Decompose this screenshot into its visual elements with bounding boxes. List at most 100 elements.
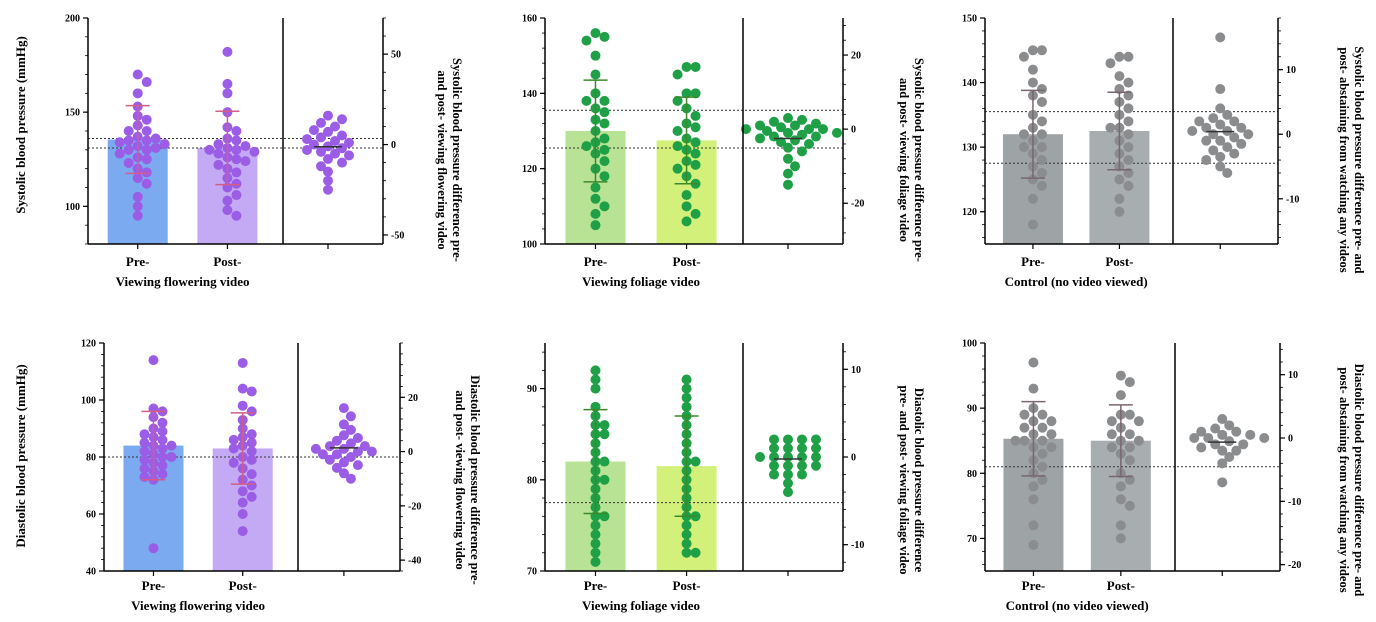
data-point-post: [681, 392, 692, 403]
difference-point: [316, 132, 326, 143]
difference-point: [1215, 135, 1226, 146]
y2-axis-title-line: Systolic blood pressure difference pre-: [450, 58, 464, 262]
data-point-pre: [1036, 116, 1047, 127]
category-label: Pre-: [142, 578, 166, 593]
difference-point: [330, 135, 340, 146]
data-point-post: [237, 400, 248, 411]
data-point-post: [690, 110, 701, 121]
difference-point: [338, 403, 349, 414]
difference-point: [790, 161, 800, 172]
data-point-pre: [1036, 142, 1047, 153]
difference-point: [755, 452, 765, 462]
difference-point: [755, 133, 765, 144]
difference-point: [769, 116, 779, 127]
data-point-pre: [157, 460, 168, 471]
difference-point: [811, 131, 821, 142]
data-point-post: [249, 146, 260, 157]
data-point-pre: [1028, 494, 1039, 505]
data-point-pre: [1036, 155, 1047, 166]
data-point-pre: [590, 556, 601, 567]
data-point-pre: [141, 144, 152, 155]
data-point-pre: [123, 135, 134, 146]
y-tick-label: 100: [81, 396, 96, 407]
difference-point: [323, 175, 333, 186]
data-point-post: [222, 205, 233, 216]
data-point-post: [222, 195, 233, 206]
data-point-pre: [132, 88, 143, 99]
y-tick-label: 100: [962, 339, 977, 350]
data-point-pre: [166, 440, 177, 451]
data-point-post: [237, 509, 248, 519]
data-point-post: [231, 154, 242, 165]
y2-axis-title-line: pre- and post- viewing foliage video: [897, 385, 911, 574]
x-axis-title: Viewing foliage video: [582, 274, 700, 289]
difference-point: [338, 468, 349, 479]
y-tick-label: 90: [967, 404, 977, 415]
difference-point: [783, 478, 793, 489]
y-tick-label: 100: [65, 202, 80, 213]
data-point-pre: [141, 126, 152, 136]
y2-tick-label: -20: [851, 199, 864, 210]
data-point-pre: [148, 543, 159, 554]
difference-point: [1229, 132, 1240, 143]
data-point-post: [1115, 533, 1126, 544]
data-point-post: [681, 201, 692, 212]
data-point-post: [672, 126, 683, 136]
y2-axis-title: post- abstaining from watching any video…: [1337, 364, 1366, 597]
difference-point: [330, 121, 340, 132]
data-point-post: [1124, 377, 1135, 388]
data-point-pre: [150, 133, 161, 144]
category-label: Pre-: [126, 254, 150, 269]
y-tick-label: 120: [81, 339, 96, 350]
difference-point: [352, 460, 363, 471]
y2-axis-title-line: post- abstaining from watching any video…: [1337, 367, 1351, 592]
difference-point: [1217, 414, 1228, 424]
data-point-post: [690, 137, 701, 148]
difference-point: [1236, 138, 1247, 149]
data-point-post: [690, 122, 701, 133]
data-point-pre: [1019, 422, 1030, 433]
difference-point: [1196, 426, 1207, 437]
data-point-pre: [590, 50, 601, 61]
data-point-pre: [1019, 409, 1030, 420]
y-tick-label: 120: [522, 164, 537, 175]
y2-axis-title-line: Diastolic blood pressure difference pre-…: [1352, 364, 1366, 597]
difference-point: [331, 449, 342, 460]
difference-point: [1222, 109, 1233, 120]
data-point-post: [1115, 520, 1126, 531]
data-point-pre: [141, 154, 152, 165]
data-point-pre: [157, 417, 168, 428]
data-point-pre: [1046, 416, 1057, 427]
category-label: Pre-: [1022, 578, 1046, 593]
difference-point: [797, 146, 807, 157]
difference-point: [302, 144, 312, 155]
difference-point: [337, 143, 347, 154]
y2-tick-label: 0: [391, 140, 396, 151]
difference-point: [1245, 429, 1256, 440]
y2-tick-label: 20: [851, 51, 861, 62]
y2-axis-title-line: and post- viewing flowering video: [453, 390, 467, 569]
data-point-post: [246, 386, 257, 397]
difference-point: [783, 153, 793, 164]
chart-panel: 40 60 80 100 120 -40 -20 0 20 Pre- Post- Viewing fl…: [81, 339, 482, 614]
difference-point: [790, 135, 800, 146]
data-point-pre: [1037, 409, 1048, 420]
difference-point: [338, 419, 349, 430]
data-point-post: [1124, 455, 1135, 466]
category-label: Pre-: [584, 578, 608, 593]
data-point-post: [1123, 155, 1134, 166]
y-tick-label: 80: [527, 475, 537, 486]
difference-point: [1224, 452, 1235, 462]
y-tick-label: 150: [962, 14, 977, 25]
data-point-post: [690, 88, 701, 99]
chart-panel: 100 150 200 -50 0 50 Pre- Post- Viewing flowerin…: [65, 14, 464, 290]
data-point-pre: [590, 69, 601, 80]
difference-point: [797, 469, 807, 480]
data-point-pre: [590, 538, 601, 549]
difference-point: [1236, 122, 1247, 133]
data-point-pre: [123, 144, 134, 155]
y2-axis-title-line: post- abstaining from watching any video…: [1337, 47, 1351, 272]
difference-point: [804, 124, 814, 135]
difference-point: [811, 452, 821, 462]
difference-point: [338, 443, 349, 454]
